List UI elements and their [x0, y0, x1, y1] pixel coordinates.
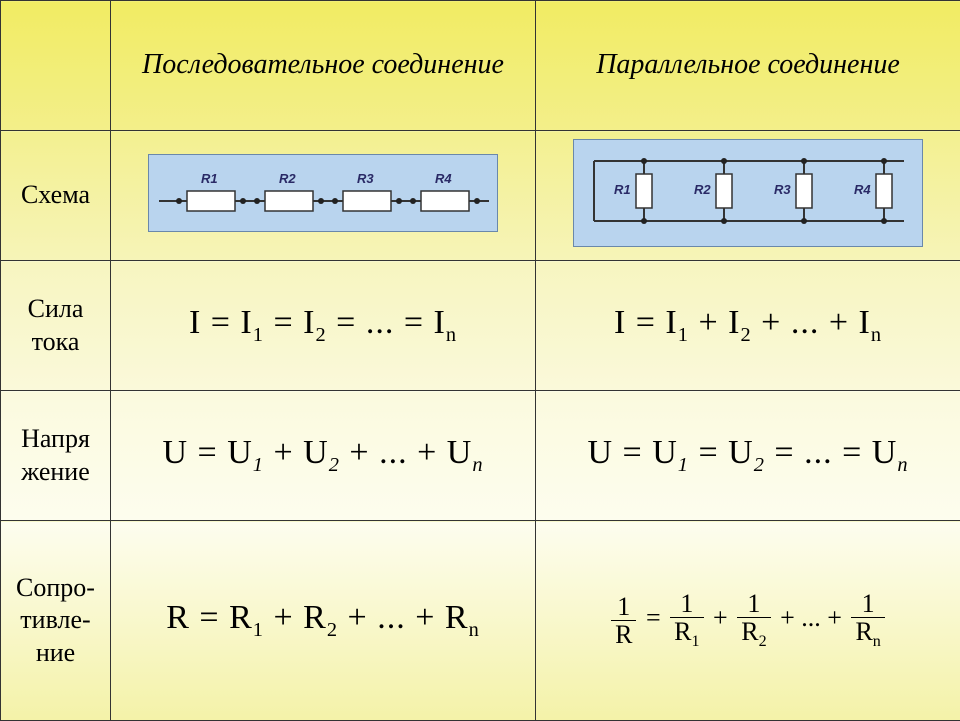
formula-voltage-parallel: U = U1 = U2 = ... = Un [587, 434, 908, 471]
parallel-circuit-diagram: R1 R2 R3 [573, 139, 923, 247]
header-parallel: Параллельное соединение [536, 1, 960, 131]
resistor-r2: R2 [254, 171, 324, 211]
formula-resistance-parallel: 1R = 1R1 + 1R2 + ... + 1Rn [608, 603, 888, 632]
cell-resistance-parallel: 1R = 1R1 + 1R2 + ... + 1Rn [536, 521, 960, 721]
cell-current-series: I = I1 = I2 = ... = In [111, 261, 536, 391]
formula-current-series: I = I1 = I2 = ... = In [189, 304, 457, 341]
series-circuit-diagram: R1 R2 R3 R4 [148, 154, 498, 232]
cell-current-parallel: I = I1 + I2 + ... + In [536, 261, 960, 391]
parallel-r4: R4 [854, 158, 892, 224]
row-label-scheme: Схема [1, 131, 111, 261]
header-blank [1, 1, 111, 131]
svg-text:R1: R1 [614, 182, 631, 197]
parallel-r1: R1 [614, 158, 652, 224]
svg-text:R1: R1 [201, 171, 218, 186]
cell-resistance-series: R = R1 + R2 + ... + Rn [111, 521, 536, 721]
formula-current-parallel: I = I1 + I2 + ... + In [614, 304, 882, 341]
header-series: Последовательное соединение [111, 1, 536, 131]
svg-text:R2: R2 [694, 182, 711, 197]
parallel-r3: R3 [774, 158, 812, 224]
cell-scheme-series: R1 R2 R3 R4 [111, 131, 536, 261]
series-circuit-svg: R1 R2 R3 R4 [159, 161, 489, 221]
svg-text:R4: R4 [435, 171, 452, 186]
svg-text:R2: R2 [279, 171, 296, 186]
resistor-r3: R3 [332, 171, 402, 211]
svg-text:R3: R3 [357, 171, 374, 186]
row-label-resistance: Сопро- тивле- ние [1, 521, 111, 721]
row-label-voltage: Напря жение [1, 391, 111, 521]
cell-scheme-parallel: R1 R2 R3 [536, 131, 960, 261]
formula-resistance-series: R = R1 + R2 + ... + Rn [166, 599, 480, 636]
cell-voltage-parallel: U = U1 = U2 = ... = Un [536, 391, 960, 521]
row-label-current: Сила тока [1, 261, 111, 391]
parallel-r2: R2 [694, 158, 732, 224]
resistor-r4: R4 [410, 171, 480, 211]
resistor-r1: R1 [176, 171, 246, 211]
cell-voltage-series: U = U1 + U2 + ... + Un [111, 391, 536, 521]
svg-text:R3: R3 [774, 182, 791, 197]
parallel-circuit-svg: R1 R2 R3 [584, 146, 914, 236]
svg-text:R4: R4 [854, 182, 871, 197]
comparison-table: Последовательное соединение Параллельное… [0, 0, 960, 721]
formula-voltage-series: U = U1 + U2 + ... + Un [162, 434, 483, 471]
